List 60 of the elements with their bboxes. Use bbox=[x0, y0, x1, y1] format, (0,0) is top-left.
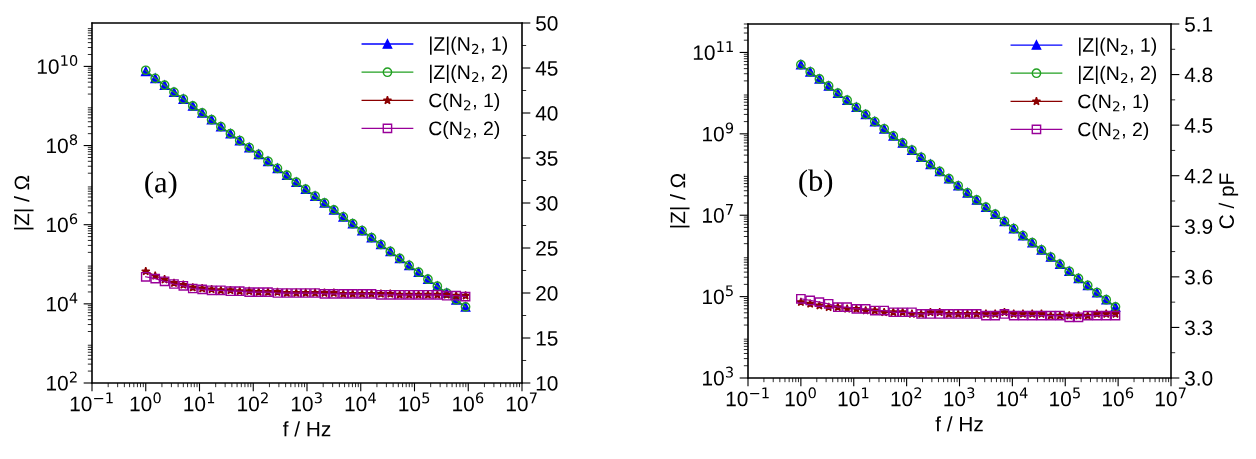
y2-tick-label: 50 bbox=[536, 16, 558, 31]
x-axis-title: f / Hz bbox=[935, 416, 983, 432]
y2-tick-label: 35 bbox=[535, 151, 558, 166]
legend-label: |Z|(N$_{2}$, 1) bbox=[430, 36, 508, 55]
legend-label: C(N$_{2}$, 1) bbox=[1078, 94, 1149, 113]
x-tick-label: 10$^{2}$ bbox=[238, 392, 268, 412]
legend-label: |Z|(N$_{2}$, 2) bbox=[1079, 65, 1157, 85]
y-tick-label: 10$^{10}$ bbox=[37, 55, 78, 74]
legend-label: C(N$_{2}$, 2) bbox=[1078, 122, 1149, 141]
x-tick-label: 10$^{−1}$ bbox=[70, 392, 113, 412]
x-tick-label: 10$^{2}$ bbox=[891, 387, 922, 407]
legend-label: |Z|(N$_{2}$, 1) bbox=[1079, 37, 1157, 56]
legend-label: C(N$_{2}$, 1) bbox=[429, 93, 500, 112]
y2-tick-label: 10 bbox=[536, 376, 558, 391]
x-tick-label: 10$^{4}$ bbox=[997, 387, 1028, 407]
y2-tick-label: 3.0 bbox=[1184, 371, 1213, 386]
y-tick-label: 10$^{11}$ bbox=[693, 41, 733, 61]
y-tick-label: 10$^{6}$ bbox=[47, 213, 78, 233]
x-tick-label: 10$^{3}$ bbox=[291, 392, 322, 412]
y2-tick-label: 20 bbox=[536, 286, 558, 301]
x-tick-label: 10$^{0}$ bbox=[130, 392, 161, 412]
y-tick-label: 10$^{9}$ bbox=[703, 122, 734, 142]
x-tick-label: 10$^{4}$ bbox=[345, 392, 376, 412]
x-tick-label: 10$^{5}$ bbox=[1050, 387, 1080, 407]
y2-tick-label: 4.2 bbox=[1184, 168, 1213, 184]
legend-label: C(N$_{2}$, 2) bbox=[429, 121, 500, 140]
y2-tick-label: 4.5 bbox=[1184, 118, 1213, 133]
x-tick-label: 10$^{−1}$ bbox=[726, 387, 769, 407]
x-axis-title: f / Hz bbox=[282, 421, 331, 437]
y2-tick-label: 4.8 bbox=[1184, 67, 1213, 83]
annotation: (b) bbox=[799, 169, 833, 198]
x-tick-label: 10$^{1}$ bbox=[838, 387, 869, 407]
x-tick-label: 10$^{6}$ bbox=[1103, 387, 1134, 407]
y2-tick-label: 5.1 bbox=[1185, 17, 1213, 32]
y2-tick-label: 3.9 bbox=[1184, 219, 1213, 235]
y-tick-label: 10$^{7}$ bbox=[703, 204, 733, 223]
y-axis-title: |Z| / Ω bbox=[14, 175, 34, 230]
y2-tick-label: 45 bbox=[535, 61, 558, 76]
y2-tick-label: 40 bbox=[535, 106, 558, 121]
annotation: (a) bbox=[145, 171, 177, 199]
y-tick-label: 10$^{2}$ bbox=[47, 371, 77, 391]
x-tick-label: 10$^{7}$ bbox=[1155, 387, 1186, 407]
y2-tick-label: 30 bbox=[535, 196, 558, 211]
y-tick-label: 10$^{5}$ bbox=[703, 285, 733, 305]
y-tick-label: 10$^{8}$ bbox=[47, 134, 78, 154]
x-tick-label: 10$^{1}$ bbox=[184, 392, 215, 412]
y-tick-label: 10$^{3}$ bbox=[703, 366, 733, 386]
y2-tick-label: 25 bbox=[536, 241, 558, 256]
legend-label: |Z|(N$_{2}$, 2) bbox=[430, 64, 508, 84]
y2-axis-title: C / pF bbox=[1218, 173, 1239, 229]
y2-tick-label: 15 bbox=[536, 331, 558, 346]
x-tick-label: 10$^{5}$ bbox=[399, 392, 430, 412]
y-tick-label: 10$^{4}$ bbox=[47, 292, 78, 312]
y-axis-title: |Z| / Ω bbox=[670, 173, 690, 228]
x-tick-label: 10$^{7}$ bbox=[506, 392, 537, 412]
x-tick-label: 10$^{3}$ bbox=[944, 387, 975, 407]
x-tick-label: 10$^{6}$ bbox=[453, 392, 484, 412]
y2-tick-label: 3.6 bbox=[1184, 269, 1213, 285]
x-tick-label: 10$^{0}$ bbox=[785, 387, 816, 407]
y2-tick-label: 3.3 bbox=[1184, 320, 1213, 336]
